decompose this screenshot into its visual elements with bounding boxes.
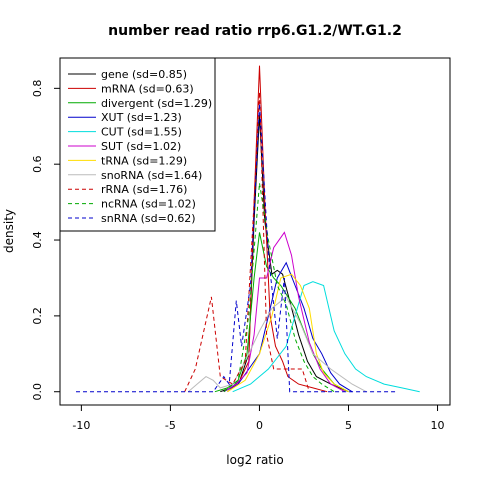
legend-label: snoRNA (sd=1.64) (101, 169, 202, 182)
legend-label: divergent (sd=1.29) (101, 97, 212, 110)
series-line-8 (184, 92, 310, 392)
series-line-6 (227, 273, 349, 393)
series-line-4 (232, 281, 420, 393)
legend-label: tRNA (sd=1.29) (101, 154, 187, 167)
y-tick-label: 0.2 (31, 307, 44, 325)
series-line-9 (223, 183, 335, 393)
y-tick-label: 0.4 (31, 231, 44, 249)
legend-label: snRNA (sd=0.62) (101, 212, 196, 225)
series-layer (76, 65, 420, 393)
y-tick-label: 0.6 (31, 155, 44, 173)
legend-label: XUT (sd=1.23) (101, 111, 182, 124)
y-axis-label: density (2, 209, 16, 253)
legend: gene (sd=0.85)mRNA (sd=0.63) divergent (s… (59, 57, 216, 232)
legend-label: CUT (sd=1.55) (101, 126, 182, 139)
x-tick-label: 5 (345, 419, 352, 432)
x-tick-label: 10 (431, 419, 445, 432)
x-axis-label: log2 ratio (226, 453, 283, 467)
x-tick-label: 0 (256, 419, 263, 432)
series-line-10 (76, 103, 397, 393)
chart-title: number read ratio rrp6.G1.2/WT.G1.2 (108, 23, 402, 39)
x-tick-label: -10 (72, 419, 90, 432)
series-line-5 (223, 231, 346, 393)
y-tick-label: 0.0 (31, 383, 44, 401)
series-line-7 (187, 296, 367, 393)
y-tick-label: 0.8 (31, 80, 44, 98)
legend-label: SUT (sd=1.02) (101, 140, 181, 153)
legend-label: rRNA (sd=1.76) (101, 183, 187, 196)
legend-box (59, 57, 216, 232)
legend-label: ncRNA (sd=1.02) (101, 198, 196, 211)
y-axis: 0.0 0.2 0.4 0.6 0.8 (31, 80, 60, 401)
legend-label: mRNA (sd=0.63) (101, 82, 194, 95)
x-tick-label: -5 (165, 419, 176, 432)
series-line-0 (220, 114, 349, 393)
legend-label: gene (sd=0.85) (101, 68, 187, 81)
x-axis: -10 -5 0 5 10 (72, 405, 445, 432)
